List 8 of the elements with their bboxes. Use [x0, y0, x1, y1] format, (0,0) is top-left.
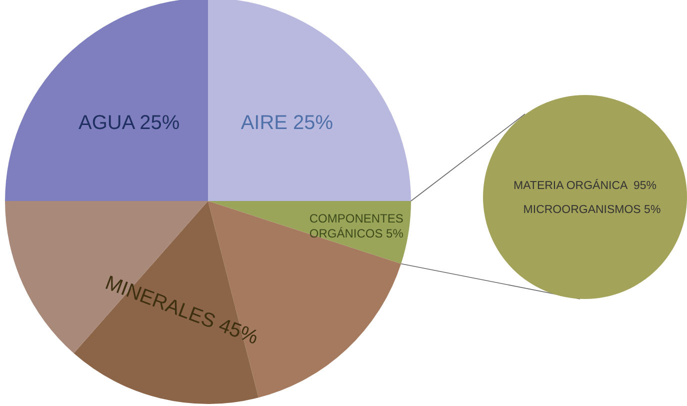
- pie-slice: [5, 0, 208, 201]
- slice-label: COMPONENTES ORGÁNICOS 5%: [309, 212, 404, 240]
- text: MICROORGANISMOS 5%: [523, 204, 661, 216]
- slice-label: AGUA 25%: [78, 112, 180, 134]
- text: MATERIA ORGÁNICA 95%: [514, 179, 656, 192]
- pie-slice: [74, 201, 258, 404]
- pie-slice: [208, 0, 411, 201]
- slice-label: AIRE 25%: [240, 112, 334, 134]
